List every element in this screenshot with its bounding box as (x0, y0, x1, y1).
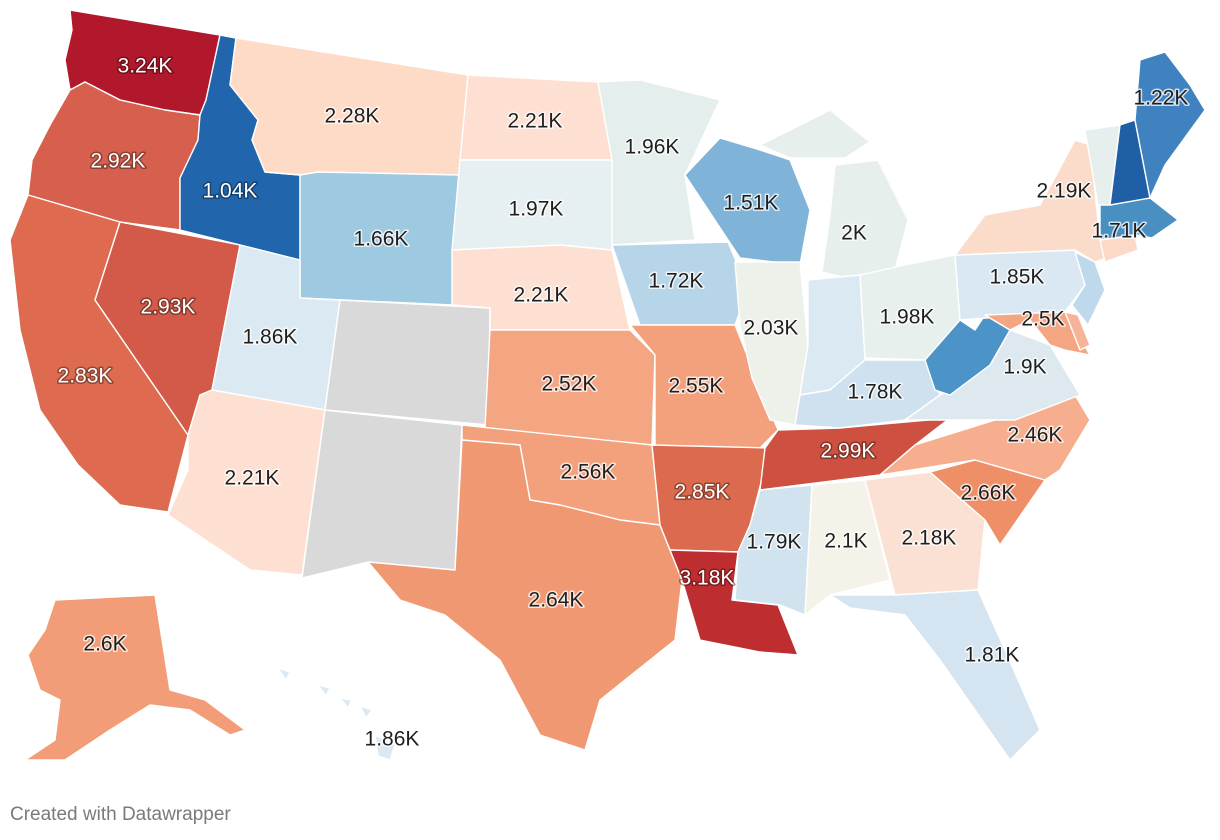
state-TX[interactable] (367, 439, 683, 751)
state-NC[interactable] (879, 394, 1091, 481)
state-AK[interactable] (24, 594, 246, 761)
state-HI[interactable] (277, 667, 396, 761)
label-MI: 2K (841, 222, 867, 245)
datawrapper-credit[interactable]: Created with Datawrapper (10, 804, 231, 825)
state-SC[interactable] (929, 459, 1046, 546)
label-VA: 1.9K (1003, 356, 1046, 379)
state-FL[interactable] (829, 589, 1041, 761)
choropleth-map: 3.24K 2.92K 2.83K 2.93K 1.04K 2.28K 1.66… (9, 9, 1206, 825)
state-GA[interactable] (864, 471, 986, 596)
label-MO: 2.55K (669, 375, 724, 398)
label-MS: 1.79K (747, 531, 802, 554)
label-SC: 2.66K (961, 482, 1016, 505)
label-WA: 3.24K (118, 55, 173, 78)
state-CO[interactable] (324, 299, 491, 426)
state-WI[interactable] (684, 137, 811, 266)
state-LA[interactable] (669, 549, 799, 656)
label-NV: 2.93K (141, 296, 196, 319)
label-NC: 2.46K (1008, 424, 1063, 447)
us-map-svg: 3.24K 2.92K 2.83K 2.93K 1.04K 2.28K 1.66… (9, 9, 1206, 761)
label-AZ: 2.21K (225, 467, 280, 490)
label-UT: 1.86K (243, 326, 298, 349)
value-labels: 3.24K 2.92K 2.83K 2.93K 1.04K 2.28K 1.66… (56, 53, 1190, 752)
label-KY: 1.78K (848, 381, 903, 404)
label-KS: 2.52K (542, 373, 597, 396)
label-MN: 1.96K (625, 136, 680, 159)
state-ME[interactable] (1134, 51, 1206, 199)
label-IA: 1.72K (649, 270, 704, 293)
state-IL[interactable] (734, 261, 809, 426)
state-MO[interactable] (629, 324, 779, 449)
label-TN: 2.99K (821, 440, 876, 463)
state-KS[interactable] (484, 329, 656, 446)
label-MT: 2.28K (325, 105, 380, 128)
label-NY: 2.19K (1037, 180, 1092, 203)
label-AL: 2.1K (824, 530, 867, 553)
state-shapes (9, 9, 1206, 761)
label-OH: 1.98K (880, 306, 935, 329)
label-PA: 1.85K (990, 266, 1045, 289)
label-HI: 1.86K (365, 728, 420, 751)
label-GA: 2.18K (902, 527, 957, 550)
label-CA: 2.83K (58, 365, 113, 388)
state-NY[interactable] (954, 139, 1126, 263)
label-ID: 1.04K (203, 180, 258, 203)
label-OK: 2.56K (561, 461, 616, 484)
label-LA: 3.18K (680, 567, 735, 590)
label-IL: 2.03K (744, 317, 799, 340)
state-MN[interactable] (597, 79, 721, 246)
label-SD: 1.97K (509, 198, 564, 221)
label-MD: 2.5K (1021, 308, 1064, 331)
label-FL: 1.81K (965, 644, 1020, 667)
label-NE: 2.21K (514, 284, 569, 307)
label-WI: 1.51K (724, 192, 779, 215)
label-MA: 1.71K (1092, 220, 1147, 243)
state-AL[interactable] (804, 479, 891, 616)
label-AR: 2.85K (675, 481, 730, 504)
state-NJ[interactable] (1071, 251, 1106, 326)
state-NM[interactable] (301, 409, 463, 579)
state-DE[interactable] (1064, 311, 1091, 351)
label-ND: 2.21K (508, 110, 563, 133)
label-OR: 2.92K (91, 150, 146, 173)
label-TX: 2.64K (529, 589, 584, 612)
label-ME: 1.22K (1134, 87, 1189, 110)
label-WY: 1.66K (354, 228, 409, 251)
label-AK: 2.6K (83, 633, 126, 656)
